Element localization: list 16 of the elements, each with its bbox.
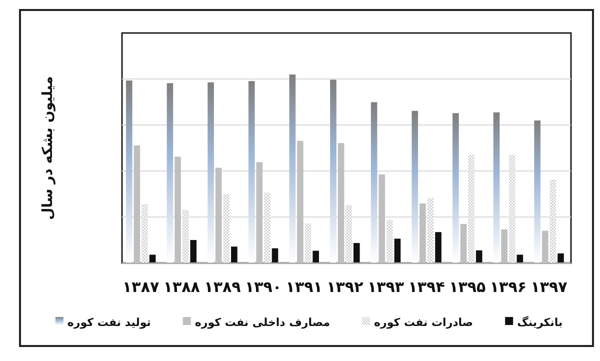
x-tick-label: ۱۳۸۸ — [163, 278, 200, 296]
x-tick-label: ۱۳۹۳ — [367, 278, 404, 296]
legend-label: صادرات نفت کوره — [374, 316, 474, 329]
x-tick-label: ۱۳۸۹ — [204, 278, 241, 296]
x-tick-label: ۱۳۹۴ — [408, 278, 445, 296]
x-tick-label: ۱۳۹۷ — [530, 278, 568, 296]
legend-label: مصارف داخلی نفت کوره — [194, 316, 330, 329]
legend-label: بانکرینگ — [517, 316, 563, 329]
x-tick-label: ۱۳۹۲ — [326, 278, 364, 296]
y-axis-title: میلیون بشکه در سال — [40, 76, 56, 220]
x-tick-label: ۱۳۹۵ — [449, 278, 486, 296]
x-tick-label: ۱۳۹۰ — [244, 278, 282, 296]
x-tick-label: ۱۳۹۶ — [490, 278, 527, 296]
x-tick-label: ۱۳۸۷ — [122, 278, 160, 296]
x-tick-label: ۱۳۹۱ — [286, 278, 322, 296]
legend-label: تولید نفت کوره — [67, 316, 151, 329]
